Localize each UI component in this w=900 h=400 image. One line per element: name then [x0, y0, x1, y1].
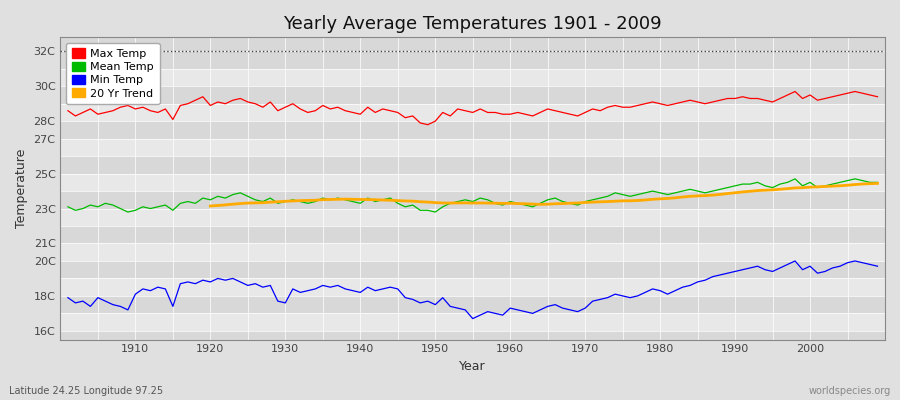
- Bar: [60, 86, 885, 104]
- Mean Temp: [602, 194, 613, 199]
- Text: worldspecies.org: worldspecies.org: [809, 386, 891, 396]
- Legend: Max Temp, Mean Temp, Min Temp, 20 Yr Trend: Max Temp, Mean Temp, Min Temp, 20 Yr Tre…: [66, 43, 159, 104]
- Bar: [60, 174, 885, 191]
- Y-axis label: Temperature: Temperature: [15, 149, 28, 228]
- Max Temp: [872, 94, 883, 99]
- Min Temp: [512, 308, 523, 312]
- Bar: [60, 208, 885, 226]
- Mean Temp: [295, 199, 306, 204]
- Mean Temp: [122, 210, 133, 214]
- Line: Mean Temp: Mean Temp: [68, 179, 878, 212]
- X-axis label: Year: Year: [459, 360, 486, 373]
- Bar: [60, 296, 885, 313]
- Line: Max Temp: Max Temp: [68, 92, 878, 125]
- Min Temp: [332, 283, 343, 288]
- Mean Temp: [62, 204, 73, 209]
- Max Temp: [287, 101, 298, 106]
- Bar: [60, 244, 885, 261]
- Title: Yearly Average Temperatures 1901 - 2009: Yearly Average Temperatures 1901 - 2009: [284, 15, 662, 33]
- Max Temp: [332, 105, 343, 110]
- Min Temp: [122, 308, 133, 312]
- Bar: [60, 69, 885, 86]
- Bar: [60, 104, 885, 121]
- 20 Yr Trend: [408, 199, 418, 204]
- Bar: [60, 139, 885, 156]
- Max Temp: [62, 108, 73, 113]
- Min Temp: [872, 264, 883, 269]
- Max Temp: [122, 103, 133, 108]
- Bar: [60, 226, 885, 244]
- Max Temp: [512, 110, 523, 115]
- Bar: [60, 313, 885, 331]
- Bar: [60, 278, 885, 296]
- Mean Temp: [789, 176, 800, 181]
- Mean Temp: [512, 201, 523, 206]
- Min Temp: [602, 295, 613, 300]
- 20 Yr Trend: [205, 204, 216, 208]
- Bar: [60, 121, 885, 139]
- Bar: [60, 261, 885, 278]
- Text: Latitude 24.25 Longitude 97.25: Latitude 24.25 Longitude 97.25: [9, 386, 163, 396]
- 20 Yr Trend: [760, 188, 770, 193]
- Min Temp: [505, 306, 516, 310]
- Mean Temp: [130, 208, 140, 213]
- Mean Temp: [340, 198, 351, 202]
- Mean Temp: [872, 180, 883, 185]
- Bar: [60, 191, 885, 208]
- Min Temp: [287, 286, 298, 291]
- Line: 20 Yr Trend: 20 Yr Trend: [211, 183, 878, 206]
- 20 Yr Trend: [670, 196, 680, 200]
- Max Temp: [602, 105, 613, 110]
- Min Temp: [62, 295, 73, 300]
- 20 Yr Trend: [775, 187, 786, 192]
- Line: Min Temp: Min Temp: [68, 261, 878, 319]
- Max Temp: [505, 112, 516, 117]
- Min Temp: [467, 316, 478, 321]
- Mean Temp: [505, 199, 516, 204]
- Max Temp: [422, 122, 433, 127]
- 20 Yr Trend: [295, 198, 306, 203]
- Bar: [60, 156, 885, 174]
- Max Temp: [789, 89, 800, 94]
- 20 Yr Trend: [842, 183, 853, 188]
- Bar: [60, 51, 885, 69]
- Min Temp: [789, 258, 800, 263]
- 20 Yr Trend: [872, 181, 883, 186]
